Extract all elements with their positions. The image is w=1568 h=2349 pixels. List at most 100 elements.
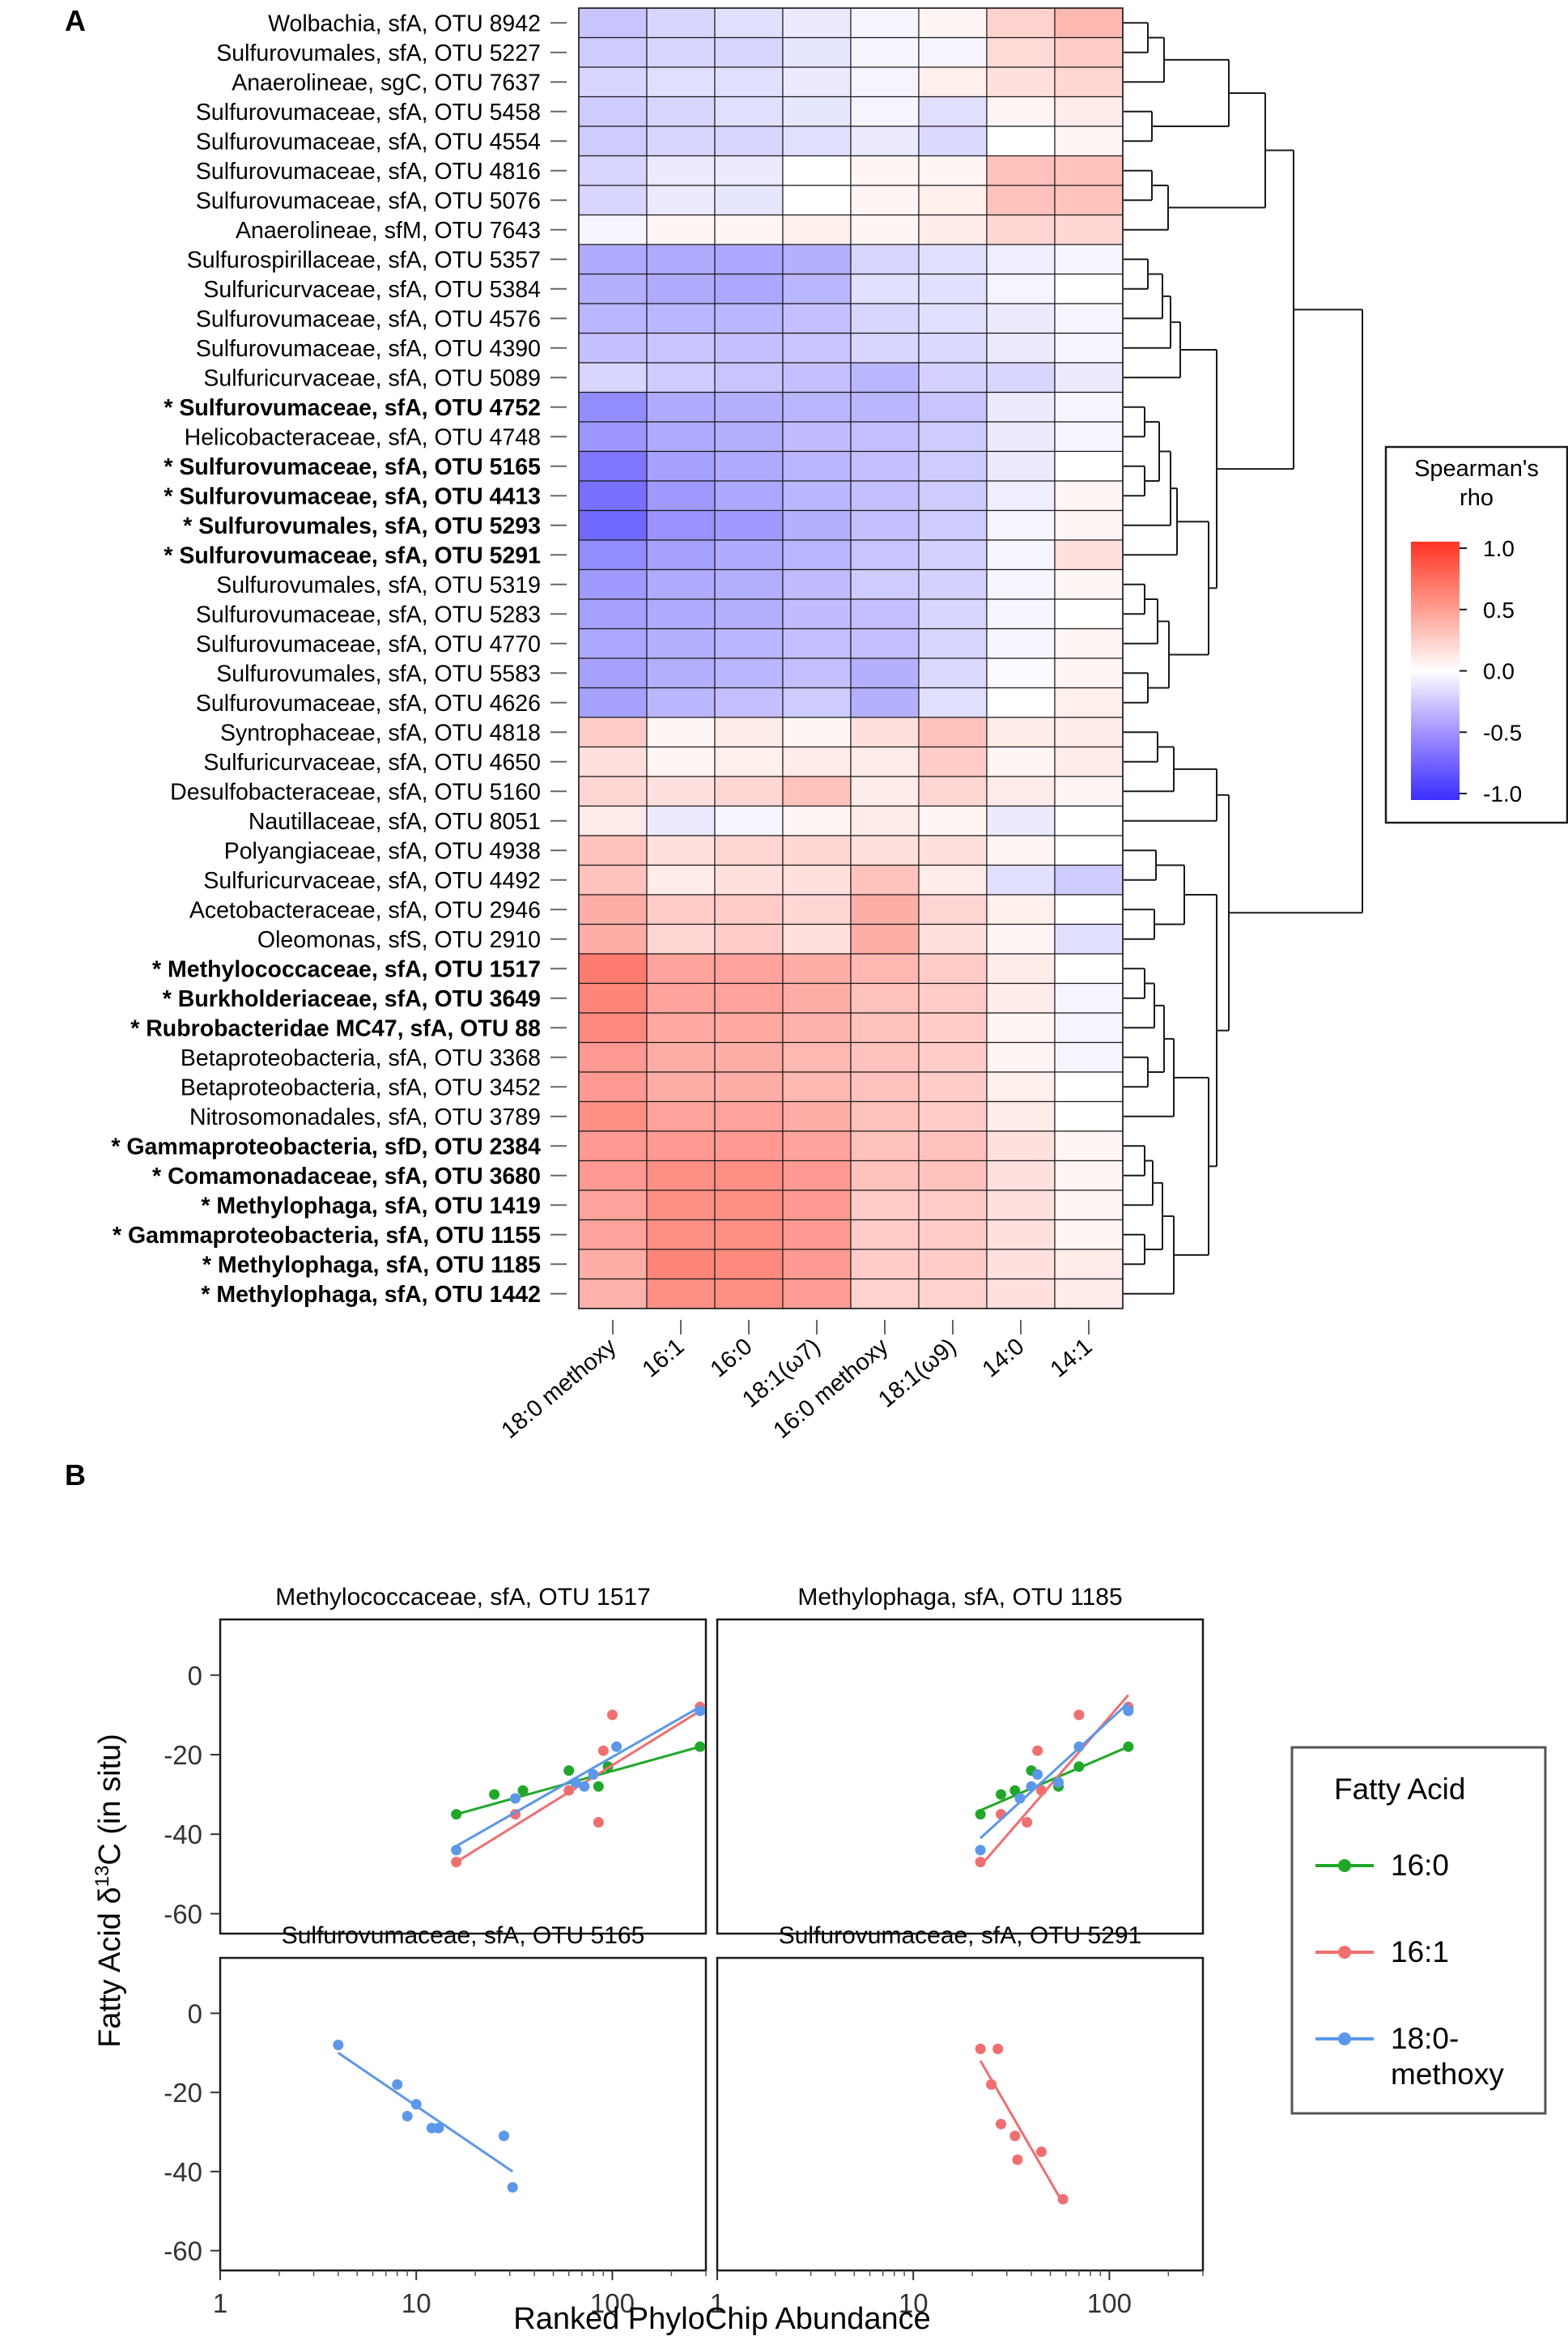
color-legend-tick-label: -0.5 <box>1483 720 1522 745</box>
heatmap-cell <box>714 66 784 98</box>
heatmap-border <box>578 7 1124 1309</box>
heatmap-cell <box>646 953 716 985</box>
heatmap-cell <box>782 155 852 186</box>
heatmap-cell <box>1054 214 1124 245</box>
data-point <box>1014 1793 1026 1804</box>
data-point <box>451 1809 462 1820</box>
fit-line <box>979 1745 1129 1812</box>
series-legend-label: 16:0 <box>1391 1849 1449 1882</box>
heatmap-cell <box>578 776 648 807</box>
heatmap-cell <box>986 96 1056 127</box>
heatmap-cell <box>918 1219 988 1250</box>
heatmap-cell <box>714 1012 784 1044</box>
heatmap-cell <box>918 273 988 304</box>
heatmap-cell <box>578 36 648 68</box>
heatmap-cell <box>986 7 1056 39</box>
heatmap-cell <box>986 332 1056 364</box>
series-legend-marker <box>1338 1946 1351 1959</box>
heatmap-cell <box>714 923 784 955</box>
heatmap-cell <box>850 96 920 127</box>
heatmap-cell <box>1054 982 1124 1014</box>
data-point <box>1123 1705 1134 1717</box>
row-label: Acetobacteraceae, sfA, OTU 2946 <box>189 897 541 923</box>
heatmap-cell <box>918 7 988 39</box>
heatmap-cell <box>986 36 1056 68</box>
heatmap-cell <box>714 244 784 275</box>
heatmap-cell <box>646 332 716 364</box>
heatmap-cell <box>1054 509 1124 541</box>
heatmap-cell <box>782 362 852 394</box>
heatmap-cell <box>782 982 852 1014</box>
row-label: Sulfurovumaceae, sfA, OTU 4816 <box>196 159 541 185</box>
column-label: 16:1 <box>638 1334 690 1383</box>
heatmap-cell <box>782 96 852 127</box>
data-point <box>1026 1781 1037 1792</box>
heatmap-cell <box>1054 539 1124 571</box>
heatmap-cell <box>850 362 920 394</box>
heatmap-cell <box>986 362 1056 394</box>
heatmap-cell <box>578 923 648 955</box>
heatmap-cell <box>782 1219 852 1250</box>
heatmap-cell <box>986 894 1056 926</box>
data-point <box>410 2099 422 2110</box>
heatmap-cell <box>918 362 988 394</box>
heatmap-cell <box>1054 776 1124 807</box>
heatmap-cell <box>918 66 988 98</box>
heatmap-cell <box>986 214 1056 245</box>
heatmap-cell <box>986 1219 1056 1250</box>
heatmap-cell <box>782 835 852 866</box>
scatter-facets: Methylococcaceae, sfA, OTU 1517 0 -20 -40 -6… <box>164 1584 1205 2318</box>
heatmap-cell <box>1054 7 1124 39</box>
data-point <box>489 1789 500 1800</box>
heatmap-cell <box>918 450 988 482</box>
row-label: Nitrosomonadales, sfA, OTU 3789 <box>189 1104 541 1130</box>
facet-title: Methylophaga, sfA, OTU 1185 <box>797 1584 1122 1611</box>
heatmap-cell <box>714 982 784 1014</box>
heatmap-cell <box>850 1219 920 1250</box>
heatmap-cell <box>1054 1041 1124 1073</box>
heatmap-cell <box>646 391 716 423</box>
heatmap-cell <box>850 126 920 157</box>
heatmap-cell <box>782 657 852 689</box>
heatmap-cell <box>1054 303 1124 334</box>
heatmap-cell <box>578 1160 648 1191</box>
color-legend-tick-label: 0.0 <box>1483 659 1515 684</box>
data-point <box>499 2130 510 2142</box>
heatmap-cell <box>646 480 716 512</box>
heatmap-cell <box>918 657 988 689</box>
heatmap-cell <box>850 421 920 453</box>
heatmap-cell <box>986 805 1056 836</box>
color-legend-tick-label: 0.5 <box>1483 598 1515 623</box>
data-point <box>695 1741 706 1752</box>
data-point <box>563 1785 575 1796</box>
heatmap-cells <box>578 7 1124 1309</box>
heatmap-cell <box>782 717 852 748</box>
heatmap-cell <box>714 332 784 364</box>
heatmap-cell <box>714 1278 784 1309</box>
heatmap-cell <box>714 598 784 630</box>
heatmap-cell <box>714 1100 784 1132</box>
heatmap-cell <box>714 480 784 512</box>
heatmap-cell <box>578 628 648 659</box>
row-label: Anaerolineae, sgC, OTU 7637 <box>232 70 541 96</box>
significance-star: * <box>164 454 179 480</box>
heatmap-cell <box>918 1100 988 1132</box>
heatmap-cell <box>918 36 988 68</box>
heatmap-cell <box>782 7 852 39</box>
significance-star: * <box>163 986 178 1012</box>
data-point <box>451 1845 462 1856</box>
heatmap-cell <box>714 214 784 245</box>
heatmap-cell <box>646 864 716 896</box>
heatmap-cell <box>782 864 852 896</box>
heatmap-cell <box>918 1189 988 1221</box>
heatmap-cell <box>714 1160 784 1191</box>
y-tick-label: -60 <box>164 2236 202 2266</box>
series-legend-label: 16:1 <box>1391 1935 1449 1968</box>
data-point <box>451 1857 462 1868</box>
column-label: 18:1(ω9) <box>873 1334 961 1413</box>
heatmap-cell <box>850 7 920 39</box>
heatmap-cell <box>578 1278 648 1309</box>
heatmap-cell <box>714 953 784 985</box>
heatmap-cell <box>918 628 988 659</box>
heatmap-cell <box>850 185 920 216</box>
